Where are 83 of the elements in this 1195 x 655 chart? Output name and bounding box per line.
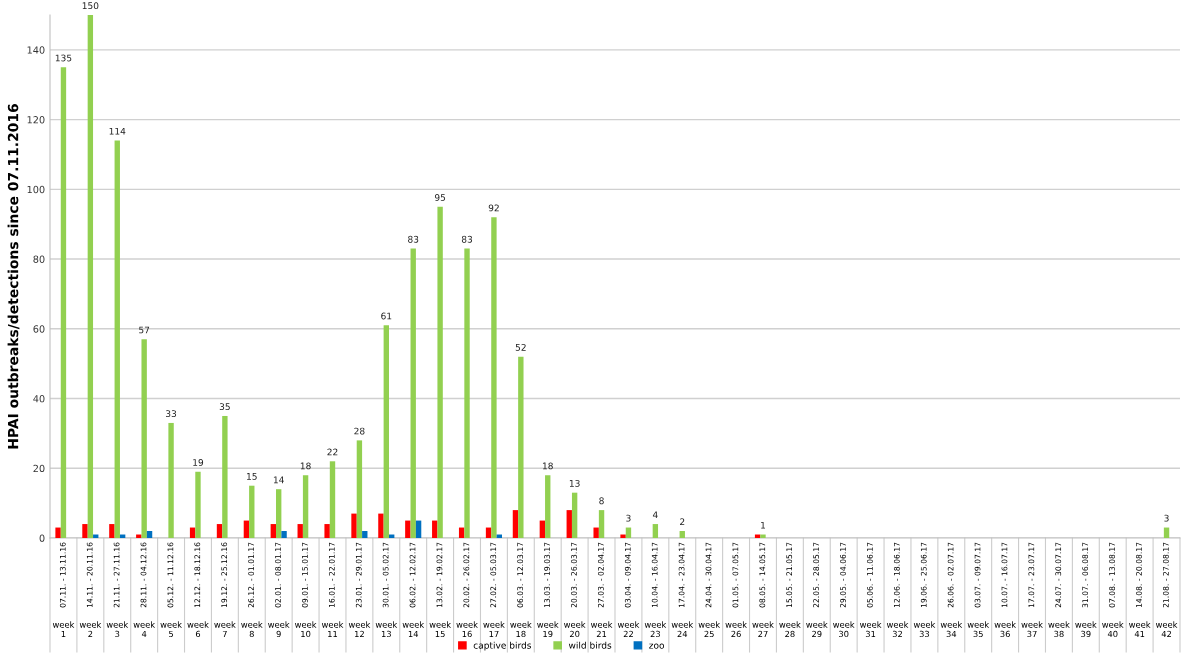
bar [620, 534, 626, 538]
bar [362, 531, 368, 538]
data-label: 15 [247, 473, 257, 480]
data-label: 92 [488, 204, 499, 212]
bar [297, 524, 303, 538]
bar [356, 440, 363, 538]
bar [512, 510, 519, 538]
data-label: 57 [139, 326, 150, 334]
y-tick-label: 60 [33, 325, 45, 333]
bar [329, 461, 336, 538]
legend-label: wild birds [568, 641, 612, 649]
bar [410, 248, 416, 538]
data-label: 3 [1164, 514, 1169, 522]
y-tick-label: 100 [27, 185, 45, 194]
bar [760, 534, 766, 538]
data-label: 83 [461, 235, 473, 243]
bar [464, 248, 470, 538]
data-label: 61 [381, 312, 392, 320]
bar [571, 492, 578, 538]
bar [82, 524, 88, 538]
bar [222, 415, 228, 538]
bar [195, 471, 201, 538]
bar [437, 206, 443, 538]
bar [302, 475, 309, 538]
bar [168, 422, 174, 538]
y-tick-label: 0 [39, 534, 45, 542]
legend-label: zoo [649, 643, 665, 649]
bar [593, 527, 599, 538]
y-tick-label: 120 [27, 116, 45, 124]
data-label: 13 [569, 479, 580, 487]
bar [491, 217, 497, 538]
y-tick-label: 80 [33, 255, 45, 263]
bar [598, 510, 605, 538]
data-label: 18 [542, 462, 553, 470]
data-label: 2 [680, 518, 685, 525]
data-label: 14 [273, 476, 284, 484]
bar [324, 524, 330, 538]
y-axis-title: HPAI outbreaks/detections since 07.11.2016 [7, 104, 20, 449]
data-label: 18 [300, 462, 311, 470]
bar [351, 513, 357, 538]
data-label: 83 [408, 235, 419, 243]
bar [378, 513, 384, 538]
data-label: 8 [599, 497, 604, 505]
bar [432, 520, 438, 538]
data-label: 114 [109, 127, 126, 135]
data-label: 95 [434, 194, 446, 201]
data-label: 19 [193, 459, 204, 466]
bar [249, 485, 255, 538]
bar [146, 531, 153, 538]
data-label: 3 [626, 514, 631, 522]
bar [114, 140, 120, 538]
bar [539, 520, 546, 538]
data-label: 33 [166, 410, 177, 418]
data-label: 4 [652, 511, 658, 519]
bar [87, 15, 94, 538]
bar [60, 67, 67, 538]
bar [281, 531, 287, 538]
legend-label: captive birds [473, 641, 532, 651]
bar [518, 356, 524, 538]
data-label: 1 [761, 521, 766, 529]
y-tick-label: 140 [27, 46, 45, 54]
y-tick-label: 40 [33, 395, 45, 403]
bar [415, 520, 422, 538]
bar [270, 524, 276, 538]
y-tick-label: 20 [33, 464, 45, 473]
bar [276, 489, 282, 538]
data-label: 28 [354, 427, 365, 435]
data-label: 52 [515, 343, 526, 351]
bar [216, 524, 223, 538]
data-label: 22 [327, 448, 338, 456]
bar [652, 524, 659, 538]
data-label: 35 [219, 403, 230, 411]
bar [243, 520, 250, 538]
bar [383, 325, 389, 538]
bar [405, 520, 411, 538]
bar [141, 339, 147, 538]
bar [545, 475, 551, 538]
bar [55, 527, 61, 538]
bar [679, 531, 685, 538]
data-label: 135 [55, 54, 72, 62]
bar [566, 510, 572, 538]
bar [109, 524, 115, 538]
data-label: 150 [82, 2, 99, 10]
